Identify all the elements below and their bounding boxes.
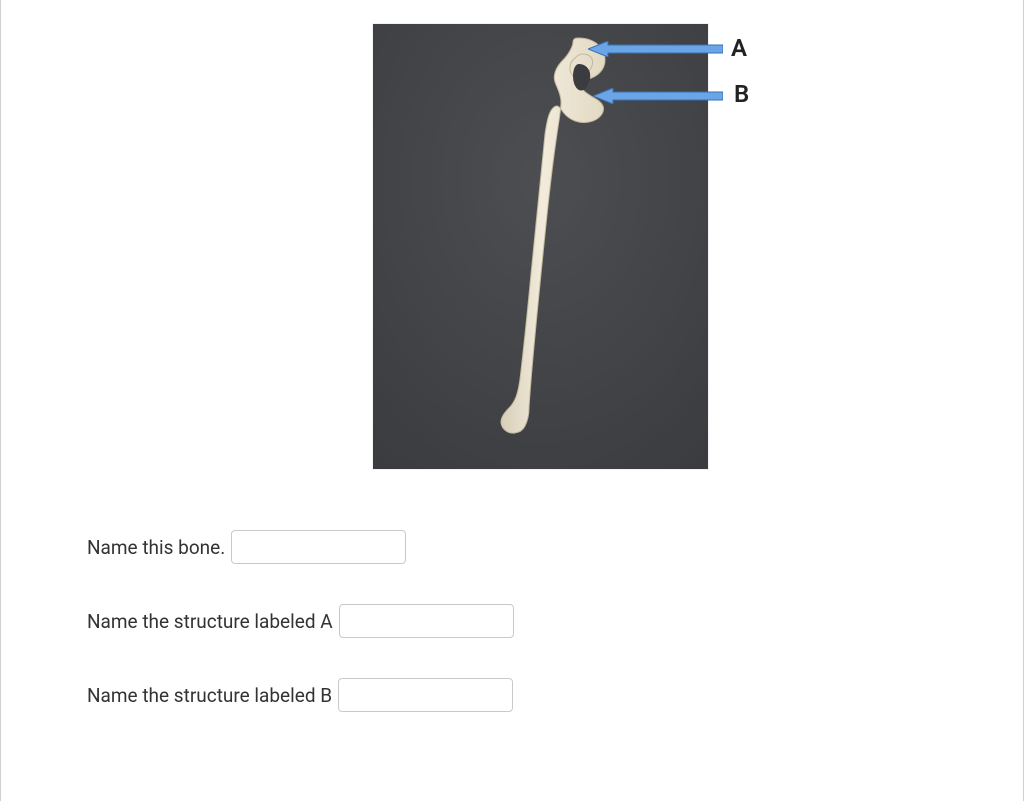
question-label-2: Name the structure labeled A: [87, 610, 333, 633]
question-row-3: Name the structure labeled B: [87, 678, 1023, 712]
question-row-2: Name the structure labeled A: [87, 604, 1023, 638]
questions-section: Name this bone. Name the structure label…: [1, 530, 1023, 712]
question-row-1: Name this bone.: [87, 530, 1023, 564]
arrow-b: [593, 88, 723, 104]
label-a: A: [731, 34, 747, 62]
label-b: B: [734, 80, 749, 108]
answer-input-2[interactable]: [339, 604, 514, 638]
answer-input-1[interactable]: [231, 530, 406, 564]
arrow-a: [588, 41, 723, 57]
answer-input-3[interactable]: [338, 678, 513, 712]
question-label-3: Name the structure labeled B: [87, 684, 332, 707]
question-label-1: Name this bone.: [87, 536, 225, 559]
figure-area: A B: [1, 0, 1023, 470]
question-container: A B Name this bone. Name the structure l…: [0, 0, 1024, 801]
